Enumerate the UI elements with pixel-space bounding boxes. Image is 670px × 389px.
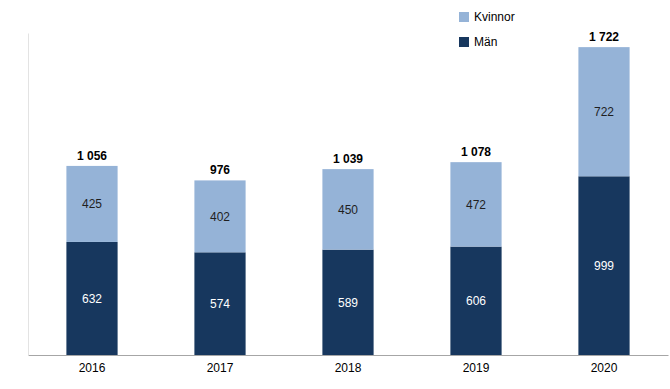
x-tick: 2019 xyxy=(463,355,490,375)
total-label: 1 056 xyxy=(77,149,107,163)
bar-segment xyxy=(322,250,373,355)
data-label: 606 xyxy=(466,294,486,308)
x-axis-line xyxy=(29,355,669,356)
bar-segment xyxy=(194,180,245,252)
data-label: 574 xyxy=(210,297,230,311)
bar-segment xyxy=(578,47,629,176)
x-tick: 2016 xyxy=(79,355,106,375)
bar-segment xyxy=(66,242,117,355)
legend-item: Kvinnor xyxy=(459,10,515,24)
x-axis: 2016 2017 2018 2019 2020 xyxy=(29,355,669,375)
bars xyxy=(66,47,629,355)
x-tick-label: 2018 xyxy=(335,361,362,375)
data-label: 589 xyxy=(338,296,358,310)
x-tick-label: 2020 xyxy=(591,361,618,375)
legend-label: Kvinnor xyxy=(474,10,515,24)
legend-swatch xyxy=(459,12,469,22)
bar-segment xyxy=(194,252,245,355)
data-label: 450 xyxy=(338,203,358,217)
chart: 632 574 589 606 999 425 402 450 472 722 1 056 976 1 … xyxy=(0,0,670,389)
total-label: 976 xyxy=(210,163,230,177)
legend-item: Män xyxy=(459,35,497,49)
bar-segment xyxy=(66,166,117,242)
x-tick-label: 2017 xyxy=(207,361,234,375)
data-label: 472 xyxy=(466,198,486,212)
bar-segment xyxy=(450,162,501,246)
total-label: 1 722 xyxy=(589,30,619,44)
x-tick-label: 2016 xyxy=(79,361,106,375)
bar-segment xyxy=(578,176,629,355)
legend: Kvinnor Män xyxy=(459,10,515,49)
legend-label: Män xyxy=(474,35,497,49)
y-axis-line xyxy=(28,34,29,356)
data-label: 425 xyxy=(82,197,102,211)
data-label: 999 xyxy=(594,259,614,273)
total-label: 1 078 xyxy=(461,145,491,159)
x-tick: 2017 xyxy=(207,355,234,375)
y-axis xyxy=(28,34,29,356)
total-label: 1 039 xyxy=(333,152,363,166)
x-tick-label: 2019 xyxy=(463,361,490,375)
legend-swatch xyxy=(459,37,469,47)
x-tick: 2020 xyxy=(591,355,618,375)
x-tick: 2018 xyxy=(335,355,362,375)
data-label: 722 xyxy=(594,105,614,119)
bar-segment xyxy=(450,247,501,355)
bar-segment xyxy=(322,169,373,250)
data-label: 632 xyxy=(82,292,102,306)
data-labels: 632 574 589 606 999 425 402 450 472 722 1 056 976 1 … xyxy=(77,30,619,311)
data-label: 402 xyxy=(210,210,230,224)
